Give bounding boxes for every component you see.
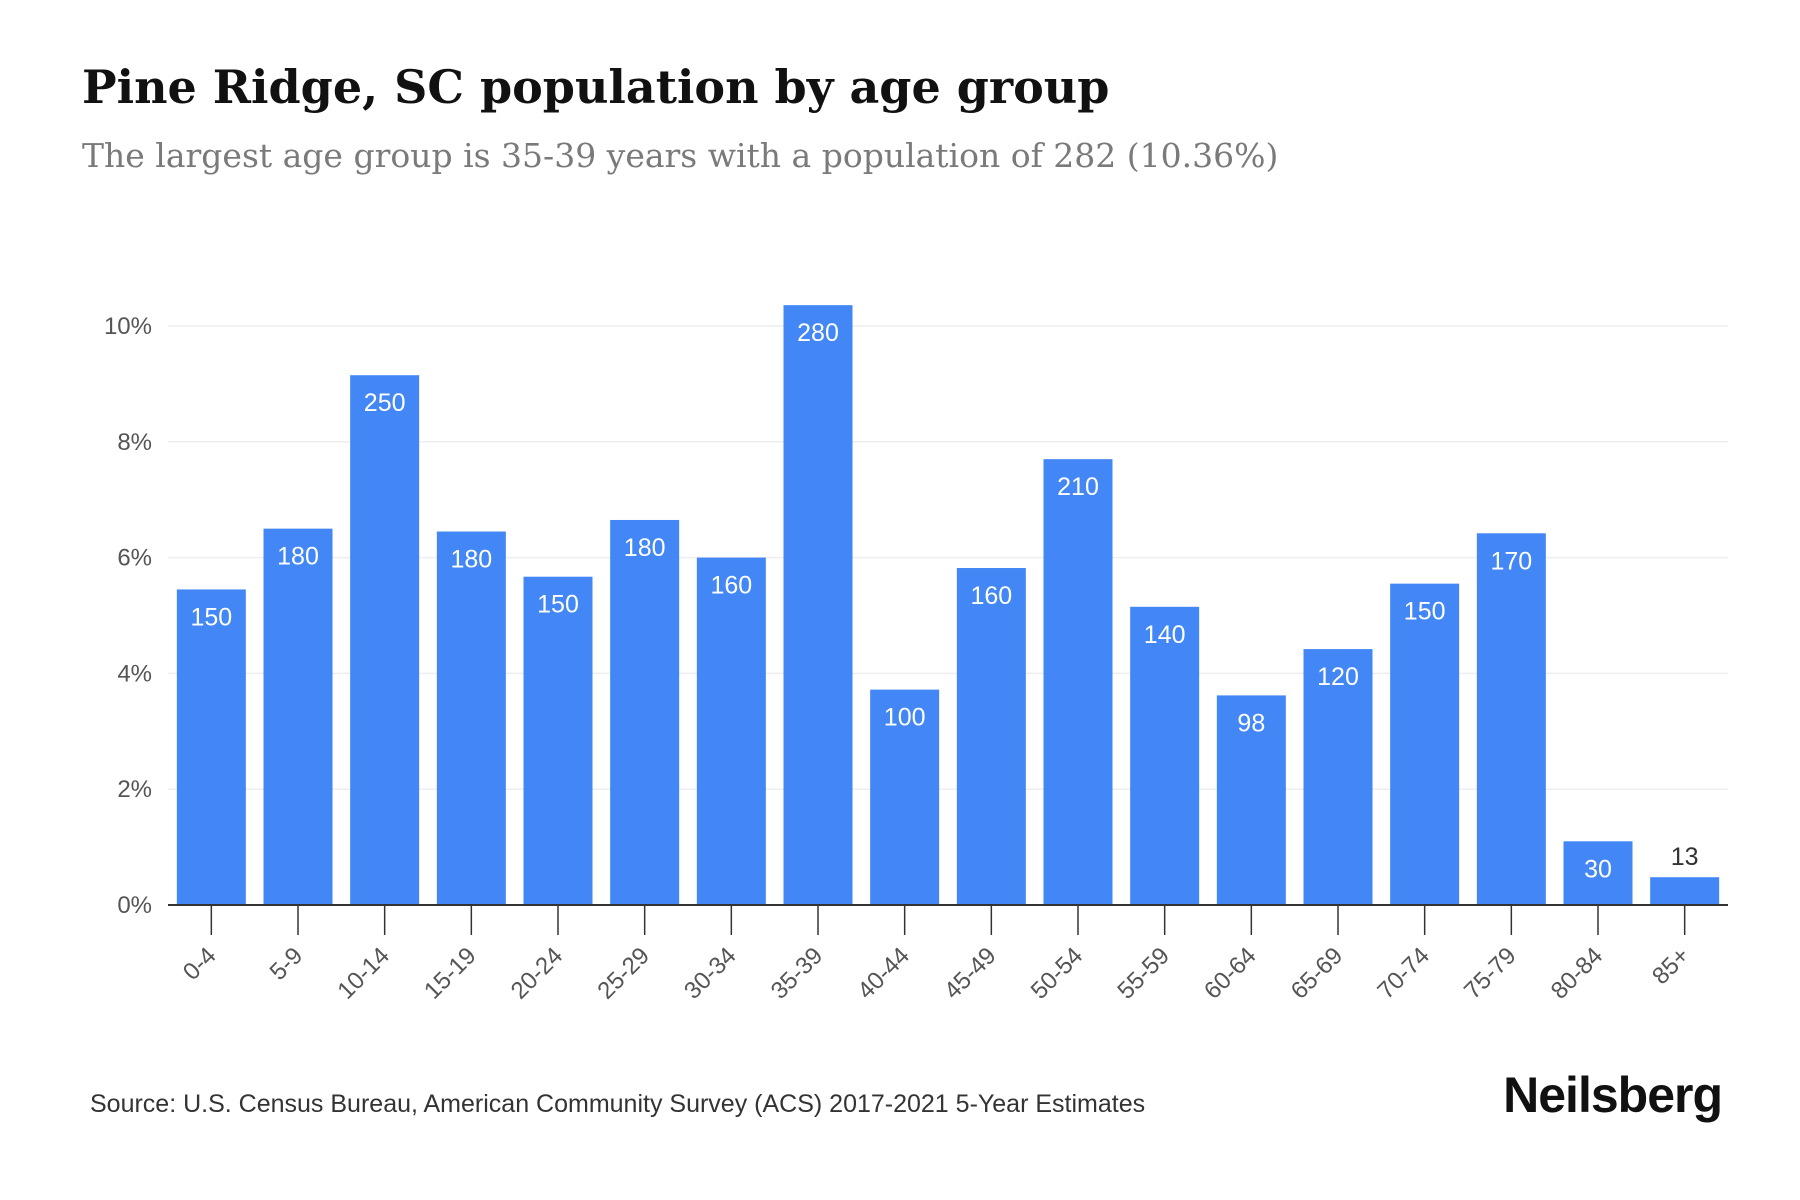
bar-65-69 [1303,649,1373,905]
bar-value-label: 160 [970,582,1012,610]
bar-50-54 [1043,459,1113,905]
x-tick-label: 70-74 [1372,942,1435,1005]
bar-20-24 [523,576,593,905]
bar-value-label: 98 [1237,709,1265,737]
bars [176,305,1720,906]
bar-value-label: 120 [1317,663,1359,691]
x-tick-label: 40-44 [852,942,915,1005]
x-tick-label: 80-84 [1546,942,1609,1005]
bar-value-label: 170 [1490,547,1532,575]
brand-logo: Neilsberg [1503,1067,1723,1123]
bar-80-84 [1563,841,1633,905]
x-tick-label: 55-59 [1112,942,1175,1005]
x-tick-label: 35-39 [766,942,829,1005]
bar-15-19 [436,531,506,905]
x-tick-label: 50-54 [1026,942,1089,1005]
chart-subtitle: The largest age group is 35-39 years wit… [82,136,1279,175]
bar-35-39 [783,305,853,905]
bar-45-49 [956,568,1026,905]
bar-value-label: 210 [1057,473,1099,501]
x-tick-label: 45-49 [939,942,1002,1005]
x-axis [168,904,1728,935]
bar-10-14 [350,375,420,906]
bar-value-labels: 150 180 250 180 150 180 160 280 100 160 210 140 98 12… [190,319,1698,883]
bar-value-label: 150 [190,603,232,631]
bar-25-29 [610,519,680,905]
bar-value-label: 140 [1144,621,1186,649]
chart-title: Pine Ridge, SC population by age group [82,60,1110,114]
bar-value-label: 180 [450,546,492,574]
y-tick-label: 10% [104,313,152,340]
bar-value-label: 280 [797,319,839,347]
y-tick-label: 8% [117,429,152,456]
x-tick-label: 75-79 [1459,942,1522,1005]
bar-60-64 [1216,695,1286,905]
x-tick-label: 60-64 [1199,942,1262,1005]
x-tick-label: 0-4 [178,942,222,986]
bar-55-59 [1130,606,1200,905]
bar-40-44 [870,689,940,905]
bar-value-label: 180 [277,543,319,571]
x-tick-label: 85+ [1647,942,1695,990]
gridlines [168,325,1728,790]
bar-value-label: 150 [1404,598,1446,626]
x-tick-label: 15-19 [419,942,482,1005]
bar-0-4 [176,589,246,905]
x-tick-label: 10-14 [332,942,395,1005]
y-tick-label: 4% [117,660,152,687]
x-tick-label: 5-9 [265,942,309,986]
bar-30-34 [696,557,766,905]
bar-value-label: 180 [624,534,666,562]
bar-value-label: 160 [710,572,752,600]
x-tick-label: 30-34 [679,942,742,1005]
x-axis-tick-labels: 0-4 5-9 10-14 15-19 20-24 25-29 30-34 35-39 40-4… [178,942,1695,1005]
y-tick-label: 6% [117,545,152,572]
bar-5-9 [263,528,333,905]
bar-85+ [1650,877,1720,905]
bar-70-74 [1390,583,1460,905]
bar-value-label: 250 [364,389,406,417]
y-tick-label: 0% [117,892,152,919]
bar-chart: 150 180 250 180 150 180 160 280 100 160 210 140 98 12… [104,305,1728,1005]
bar-75-79 [1476,533,1546,905]
y-tick-label: 2% [117,776,152,803]
bar-value-label: 13 [1671,843,1699,871]
x-tick-label: 20-24 [506,942,569,1005]
x-tick-label: 65-69 [1286,942,1349,1005]
bar-value-label: 30 [1584,855,1612,883]
bar-value-label: 100 [884,704,926,732]
bar-value-label: 150 [537,591,579,619]
y-axis-tick-labels: 0% 2% 4% 6% 8% 10% [104,313,152,919]
source-note: Source: U.S. Census Bureau, American Com… [90,1090,1146,1118]
x-tick-label: 25-29 [592,942,655,1005]
